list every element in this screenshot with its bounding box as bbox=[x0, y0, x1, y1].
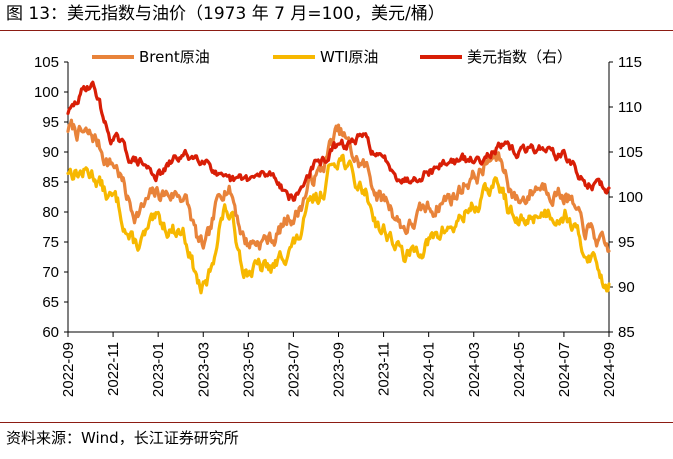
series-line-dollar-index bbox=[66, 80, 611, 202]
source-divider bbox=[0, 422, 673, 423]
figure-title: 图 13：美元指数与油价（1973 年 7 月=100，美元/桶） bbox=[6, 4, 445, 24]
x-tick-label: 2024-03 bbox=[466, 342, 483, 397]
y-left-tick-label: 95 bbox=[42, 114, 59, 131]
source-note: 资料来源：Wind，长江证券研究所 bbox=[6, 429, 239, 447]
x-tick-label: 2023-03 bbox=[195, 342, 212, 397]
y-left-tick-label: 60 bbox=[42, 324, 59, 341]
dollar-index-oil-chart: 60 65 70 75 80 85 90 95 100 105 85 90 95 100 105 110 115… bbox=[34, 48, 643, 397]
x-tick-label: 2023-07 bbox=[285, 342, 302, 397]
legend-dollar-index-label: 美元指数（右） bbox=[467, 48, 572, 66]
x-tick-label: 2022-11 bbox=[105, 342, 122, 396]
y-left-tick-label: 100 bbox=[34, 84, 59, 101]
y-left-tick-label: 65 bbox=[42, 294, 59, 311]
series-line-brent bbox=[66, 118, 611, 253]
y-left-tick-label: 105 bbox=[34, 54, 59, 71]
y-right-tick-label: 115 bbox=[618, 54, 642, 71]
legend-wti: WTI原油 bbox=[273, 48, 378, 66]
legend-wti-label: WTI原油 bbox=[320, 48, 378, 66]
legend-dollar-index: 美元指数（右） bbox=[420, 48, 572, 66]
x-tick-label: 2023-09 bbox=[331, 342, 348, 397]
legend-brent: Brent原油 bbox=[92, 48, 210, 66]
y-right-tick-label: 105 bbox=[618, 144, 643, 161]
y-right-tick-label: 90 bbox=[618, 279, 635, 296]
y-left-tick-label: 90 bbox=[42, 144, 59, 161]
x-tick-label: 2023-01 bbox=[150, 342, 167, 397]
x-tick-label: 2023-11 bbox=[376, 342, 393, 396]
y-left-tick-label: 80 bbox=[42, 204, 59, 221]
x-tick-label: 2022-09 bbox=[60, 342, 77, 397]
legend: Brent原油 WTI原油 美元指数（右） bbox=[92, 48, 572, 66]
x-tick-label: 2024-01 bbox=[421, 342, 438, 397]
x-tick-label: 2024-09 bbox=[601, 342, 618, 397]
x-tick-label: 2024-07 bbox=[556, 342, 573, 397]
x-tick-label: 2023-05 bbox=[240, 342, 257, 397]
series-layer bbox=[66, 80, 611, 295]
series-line-wti bbox=[66, 153, 611, 295]
y-right-tick-label: 85 bbox=[618, 324, 635, 341]
y-right-tick-label: 100 bbox=[618, 189, 643, 206]
y-left-tick-label: 85 bbox=[42, 174, 59, 191]
axes-layer: 60 65 70 75 80 85 90 95 100 105 85 90 95 100 105 110 115… bbox=[34, 54, 643, 397]
x-tick-label: 2024-05 bbox=[511, 342, 528, 397]
y-left-tick-label: 75 bbox=[42, 234, 59, 251]
y-left-tick-label: 70 bbox=[42, 264, 59, 281]
y-right-tick-label: 110 bbox=[618, 99, 642, 116]
legend-brent-label: Brent原油 bbox=[139, 48, 210, 66]
y-right-tick-label: 95 bbox=[618, 234, 635, 251]
title-divider bbox=[0, 30, 673, 31]
